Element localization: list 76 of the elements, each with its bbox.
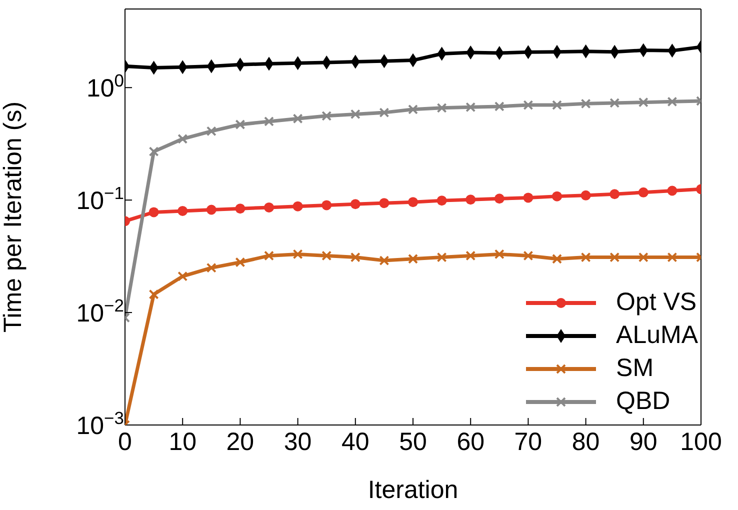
point xyxy=(638,187,648,198)
point xyxy=(580,190,591,200)
legend-label: Opt VS xyxy=(616,287,697,318)
y-tick-label: 10$^{−2}$ xyxy=(76,296,124,328)
point xyxy=(436,196,447,206)
x-axis-title: Iteration xyxy=(368,476,458,504)
x-tick-label: 60 xyxy=(456,428,485,456)
point xyxy=(292,201,303,212)
point xyxy=(436,252,447,262)
point xyxy=(264,202,274,212)
point xyxy=(178,134,188,144)
legend-label: SM xyxy=(616,353,654,384)
legend-label: ALuMA xyxy=(616,320,698,351)
point xyxy=(350,109,360,120)
point xyxy=(350,252,360,262)
point xyxy=(148,289,159,300)
x-tick-label: 100 xyxy=(680,428,722,456)
point xyxy=(292,114,303,124)
point xyxy=(494,249,504,260)
point xyxy=(350,199,360,210)
point xyxy=(408,197,418,208)
point xyxy=(379,256,390,266)
point xyxy=(552,191,562,202)
x-tick-label: 20 xyxy=(226,428,254,456)
point xyxy=(494,194,504,204)
point xyxy=(178,206,188,216)
point xyxy=(322,110,332,121)
point xyxy=(206,204,216,215)
point xyxy=(466,102,476,112)
x-tick-label: 10 xyxy=(168,428,197,456)
point xyxy=(610,189,620,200)
point xyxy=(667,252,678,262)
point xyxy=(552,254,562,264)
point xyxy=(408,104,418,114)
x-tick-label: 90 xyxy=(629,428,658,456)
point xyxy=(322,250,332,261)
point xyxy=(494,101,504,112)
point xyxy=(235,204,246,214)
point xyxy=(523,100,534,110)
point xyxy=(638,252,648,262)
point xyxy=(638,97,648,108)
point xyxy=(235,119,246,130)
point xyxy=(206,126,216,136)
y-tick-label: 10$^{0}$ xyxy=(86,70,124,103)
point xyxy=(178,271,188,282)
point xyxy=(148,146,159,157)
point xyxy=(580,98,591,109)
point xyxy=(379,198,390,208)
x-tick-label: 70 xyxy=(514,428,542,456)
point xyxy=(667,96,678,107)
point xyxy=(206,262,216,273)
point xyxy=(292,249,303,260)
point xyxy=(379,108,390,118)
point xyxy=(466,250,476,261)
point xyxy=(466,194,476,205)
point xyxy=(436,102,447,113)
point xyxy=(552,100,562,110)
point xyxy=(523,250,534,261)
x-tick-label: 50 xyxy=(399,428,427,456)
point xyxy=(523,192,534,203)
point xyxy=(148,207,159,218)
legend-label: QBD xyxy=(616,386,670,417)
x-tick-label: 40 xyxy=(341,428,370,456)
point xyxy=(264,116,274,126)
point xyxy=(667,186,678,196)
point xyxy=(235,257,246,268)
point xyxy=(580,252,591,262)
x-tick-label: 80 xyxy=(572,428,600,456)
y-axis-title: Time per Iteration (s) xyxy=(0,101,27,333)
point xyxy=(610,98,620,108)
point xyxy=(610,252,620,262)
y-tick-label: 10$^{−1}$ xyxy=(76,183,124,216)
point xyxy=(264,250,274,261)
point xyxy=(408,254,418,264)
x-tick-label: 30 xyxy=(284,428,312,456)
point xyxy=(322,200,332,210)
